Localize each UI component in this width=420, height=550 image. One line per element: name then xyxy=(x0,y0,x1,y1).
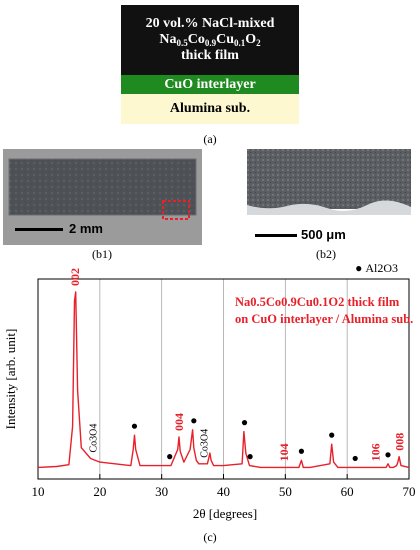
peak-label: 004 xyxy=(172,413,186,431)
peak-label: Co3O4 xyxy=(200,429,211,458)
x-tick-label: 20 xyxy=(93,484,106,499)
peak-label: Co3O4 xyxy=(88,424,99,453)
y-axis-label: Intensity [arb. unit] xyxy=(3,329,18,430)
sample-photo-b1: 2 mm xyxy=(3,149,202,245)
caption-b2: (b2) xyxy=(316,247,336,261)
sample-photo-b1-drawing xyxy=(3,149,202,245)
al2o3-marker xyxy=(131,423,138,429)
film-layer-line3: thick film xyxy=(181,48,239,63)
al2o3-marker xyxy=(191,418,197,424)
x-tick-label: 10 xyxy=(32,484,45,499)
xrd-pattern-line xyxy=(37,291,410,469)
alumina-substrate-label: Alumina sub. xyxy=(169,101,251,116)
chart-annotation-line1: Na0.5Co0.9Cu0.1O2 thick film xyxy=(235,295,400,309)
peak-label: 106 xyxy=(369,443,383,461)
xrd-chart: 10 20 30 40 50 60 70 002 004 104 106 008 Co3O4 Co3O4… xyxy=(3,261,416,521)
al2o3-marker xyxy=(385,452,391,458)
peak-label: 104 xyxy=(277,443,291,461)
peak-label: 008 xyxy=(393,433,407,451)
scale-label-b1: 2 mm xyxy=(69,221,103,236)
al2o3-marker xyxy=(241,420,248,426)
cross-section-photo-b2: 500 μm xyxy=(247,149,411,245)
x-tick-label: 30 xyxy=(155,484,168,499)
x-axis-label: 2θ [degrees] xyxy=(193,506,257,521)
cuo-interlayer: CuO interlayer xyxy=(121,75,299,94)
x-tick-label: 70 xyxy=(403,484,416,499)
caption-c: (c) xyxy=(203,530,217,544)
peak-label: 002 xyxy=(68,268,82,286)
scale-bar-b2 xyxy=(255,234,297,237)
zoom-region-box xyxy=(162,200,190,220)
x-tick-label: 40 xyxy=(217,484,230,499)
al2o3-marker xyxy=(167,454,173,460)
legend-text: ● Al2O3 xyxy=(355,261,398,275)
legend-marker: ● xyxy=(355,261,362,275)
al2o3-marker xyxy=(352,455,358,462)
cuo-interlayer-label: CuO interlayer xyxy=(164,76,256,92)
x-tick-label: 60 xyxy=(341,484,354,499)
cross-section-photo-b2-drawing xyxy=(247,149,411,245)
legend-label: Al2O3 xyxy=(365,261,398,275)
caption-a: (a) xyxy=(203,132,217,146)
scale-label-b2: 500 μm xyxy=(301,227,346,242)
caption-b1: (b1) xyxy=(92,247,112,261)
chart-annotation-line2: on CuO interlayer / Alumina sub. xyxy=(235,312,413,326)
film-layer: 20 vol.% NaCl-mixed Na0.5Co0.9Cu0.1O2 th… xyxy=(121,5,299,75)
al2o3-marker xyxy=(298,448,305,454)
scale-bar-b1 xyxy=(15,228,63,231)
alumina-substrate: Alumina sub. xyxy=(121,94,299,124)
film-layer-line1: 20 vol.% NaCl-mixed xyxy=(145,16,275,31)
al2o3-marker xyxy=(247,454,253,460)
film-layer-formula: Na0.5Co0.9Cu0.1O2 xyxy=(159,32,261,48)
al2o3-marker xyxy=(329,432,335,438)
x-tick-label: 50 xyxy=(279,484,292,499)
